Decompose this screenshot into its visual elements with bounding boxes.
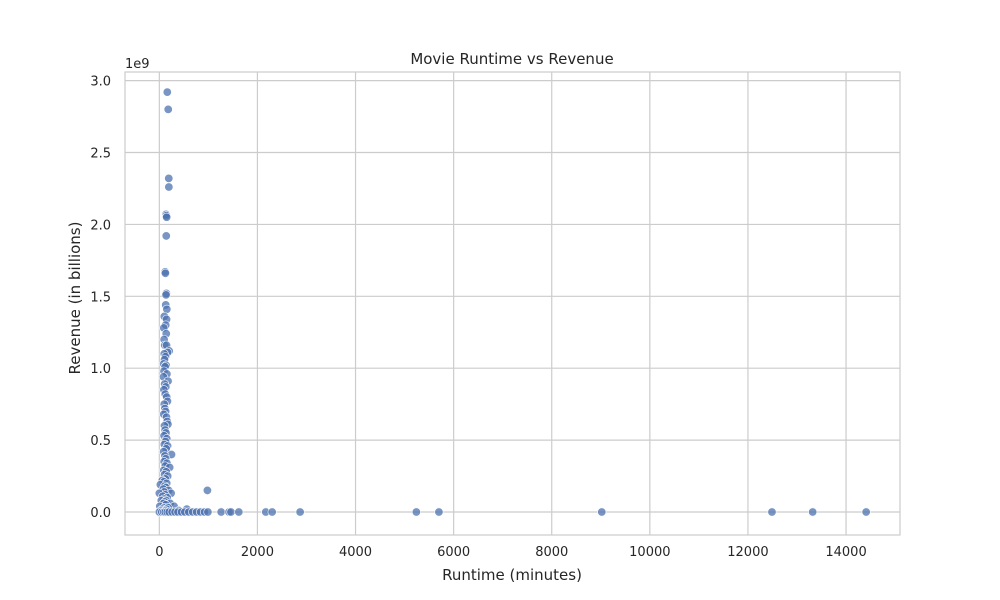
data-point [411, 507, 421, 517]
x-tick-label: 12000 [727, 545, 768, 560]
x-tick-label: 8000 [535, 545, 568, 560]
y-offset-label: 1e9 [125, 57, 150, 72]
data-point [161, 290, 171, 300]
data-point [162, 87, 172, 97]
x-tick-label: 6000 [437, 545, 470, 560]
y-tick-label: 0.5 [90, 434, 111, 449]
chart-title: Movie Runtime vs Revenue [410, 50, 613, 68]
data-point [163, 104, 173, 114]
x-tick-label: 4000 [339, 545, 372, 560]
data-point [161, 231, 171, 241]
plot-frame [124, 71, 901, 536]
x-tick-labels: 0 2000 4000 6000 8000 10000 12000 14000 [155, 545, 867, 560]
x-axis-label: Runtime (minutes) [442, 566, 582, 584]
data-point [203, 507, 213, 517]
y-tick-label: 3.0 [90, 75, 111, 90]
y-tick-label: 0.0 [90, 506, 111, 521]
y-tick-label: 1.5 [90, 290, 111, 305]
x-tick-label: 0 [155, 545, 163, 560]
x-tick-label: 10000 [629, 545, 670, 560]
data-point [162, 212, 172, 222]
data-point [434, 507, 444, 517]
y-tick-label: 2.5 [90, 147, 111, 162]
data-point [164, 182, 174, 192]
y-axis-label: Revenue (in billions) [66, 222, 84, 375]
x-tick-label: 2000 [241, 545, 274, 560]
data-point [226, 507, 236, 517]
data-point [216, 507, 226, 517]
data-point [295, 507, 305, 517]
y-tick-labels: 0.0 0.5 1.0 1.5 2.0 2.5 3.0 [90, 75, 111, 521]
data-point [160, 268, 170, 278]
grid-lines [125, 72, 900, 535]
data-point [267, 507, 277, 517]
data-points [154, 87, 871, 517]
y-tick-label: 2.0 [90, 218, 111, 233]
data-point [234, 507, 244, 517]
data-point [597, 507, 607, 517]
y-tick-label: 1.0 [90, 362, 111, 377]
data-point [767, 507, 777, 517]
data-point [202, 485, 212, 495]
data-point [164, 173, 174, 183]
data-point [861, 507, 871, 517]
x-tick-label: 14000 [825, 545, 866, 560]
data-point [808, 507, 818, 517]
